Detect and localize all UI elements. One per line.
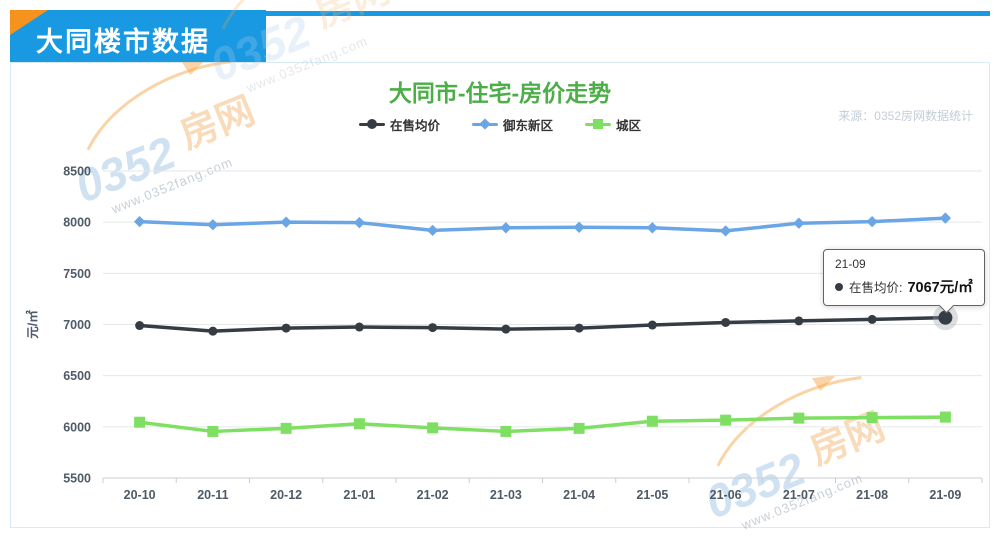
y-axis-tick-label: 8000	[63, 216, 91, 230]
watermark-suffix: 房网	[309, 0, 395, 36]
data-point[interactable]	[866, 412, 878, 424]
tooltip-series-label: 在售均价:	[849, 281, 903, 295]
x-axis-tick-label: 21-07	[783, 488, 815, 502]
data-point[interactable]	[574, 323, 584, 333]
price-trend-chart[interactable]: 5500 6000 6500 7000 7500 8000 8500 20-10 20-11 20…	[11, 63, 989, 527]
x-axis-tick-label: 21-09	[929, 488, 961, 502]
data-point[interactable]	[719, 225, 732, 237]
legend-label: 在售均价	[389, 118, 440, 133]
data-point[interactable]	[573, 422, 585, 434]
legend-diamond-marker-icon	[471, 118, 498, 130]
x-axis-tick-label: 21-02	[417, 488, 449, 502]
x-axis-tick-label: 21-06	[710, 488, 742, 502]
chart-panel: 0352 房网 www.0352fang.com 0352 房网 www.035…	[10, 58, 990, 533]
series-line-0	[137, 315, 948, 333]
data-point[interactable]	[134, 416, 146, 428]
data-point[interactable]	[573, 221, 585, 233]
y-axis-tick-label: 8500	[63, 165, 91, 179]
header-tab: 大同楼市数据	[10, 10, 266, 62]
data-point[interactable]	[939, 411, 951, 423]
series-dot-icon	[835, 282, 843, 291]
data-point[interactable]	[720, 414, 732, 426]
y-axis-tick-label: 5500	[63, 472, 91, 486]
data-point[interactable]	[208, 326, 218, 336]
data-point[interactable]	[353, 217, 366, 229]
legend-item-zaishoujunjia[interactable]: 在售均价	[358, 117, 440, 133]
x-axis-tick-label: 20-11	[197, 488, 228, 502]
legend-label: 御东新区	[502, 118, 553, 133]
data-point[interactable]	[280, 216, 292, 228]
x-axis-tick-label: 21-01	[343, 488, 375, 502]
highlighted-point[interactable]	[938, 310, 953, 325]
y-axis-tick-label: 7500	[63, 267, 91, 281]
corner-ribbon	[10, 10, 48, 35]
legend-label: 城区	[616, 118, 642, 133]
legend-square-marker-icon	[585, 118, 611, 130]
data-point[interactable]	[647, 320, 657, 330]
page-title: 大同楼市数据	[36, 27, 210, 57]
data-point[interactable]	[866, 215, 878, 228]
header-accent-strip	[10, 11, 990, 16]
data-source-note: 来源：0352房网数据统计	[838, 109, 973, 123]
data-point[interactable]	[133, 215, 146, 228]
data-point[interactable]	[135, 321, 145, 331]
data-point[interactable]	[354, 322, 364, 332]
data-point[interactable]	[280, 422, 292, 434]
chart-tooltip: 21-09 在售均价: 7067元/㎡	[823, 249, 985, 314]
data-point[interactable]	[353, 418, 365, 430]
data-point[interactable]	[500, 222, 512, 234]
series-line-1	[137, 216, 948, 233]
data-point[interactable]	[646, 415, 658, 427]
data-point[interactable]	[427, 422, 439, 434]
data-point[interactable]	[428, 323, 438, 333]
data-point[interactable]	[500, 425, 512, 437]
series-line-2	[137, 415, 948, 434]
y-axis-tick-label: 6000	[63, 420, 91, 434]
data-point[interactable]	[794, 316, 804, 326]
chart-legend: 在售均价 御东新区 城区	[11, 117, 989, 133]
x-axis-tick-label: 20-10	[124, 488, 156, 502]
legend-item-yudongxinqu[interactable]: 御东新区	[471, 117, 553, 133]
data-point[interactable]	[721, 317, 731, 327]
data-point[interactable]	[207, 219, 219, 231]
data-point[interactable]	[939, 212, 952, 224]
y-axis-tick-label: 6500	[63, 369, 91, 383]
x-axis-tick-label: 21-04	[563, 488, 595, 502]
x-axis-tick-label: 20-12	[270, 488, 302, 502]
tooltip-category: 21-09	[835, 257, 866, 271]
legend-circle-marker-icon	[358, 118, 385, 130]
x-axis-tick-label: 21-03	[490, 488, 522, 502]
data-point[interactable]	[207, 425, 219, 437]
y-axis-name: 元/㎡	[25, 310, 40, 339]
legend-item-chengqu[interactable]: 城区	[585, 117, 642, 133]
tooltip-value: 7067元/㎡	[907, 280, 973, 296]
x-axis-tick-label: 21-05	[636, 488, 668, 502]
data-point[interactable]	[281, 323, 291, 333]
data-point[interactable]	[426, 224, 439, 237]
x-axis-tick-label: 21-08	[856, 488, 888, 502]
data-point[interactable]	[793, 217, 805, 229]
data-point[interactable]	[501, 324, 511, 334]
data-point[interactable]	[793, 412, 805, 424]
data-point[interactable]	[646, 222, 659, 234]
y-axis-tick-label: 7000	[63, 318, 91, 332]
chart-title: 大同市-住宅-房价走势	[388, 80, 612, 106]
data-point[interactable]	[867, 314, 877, 324]
